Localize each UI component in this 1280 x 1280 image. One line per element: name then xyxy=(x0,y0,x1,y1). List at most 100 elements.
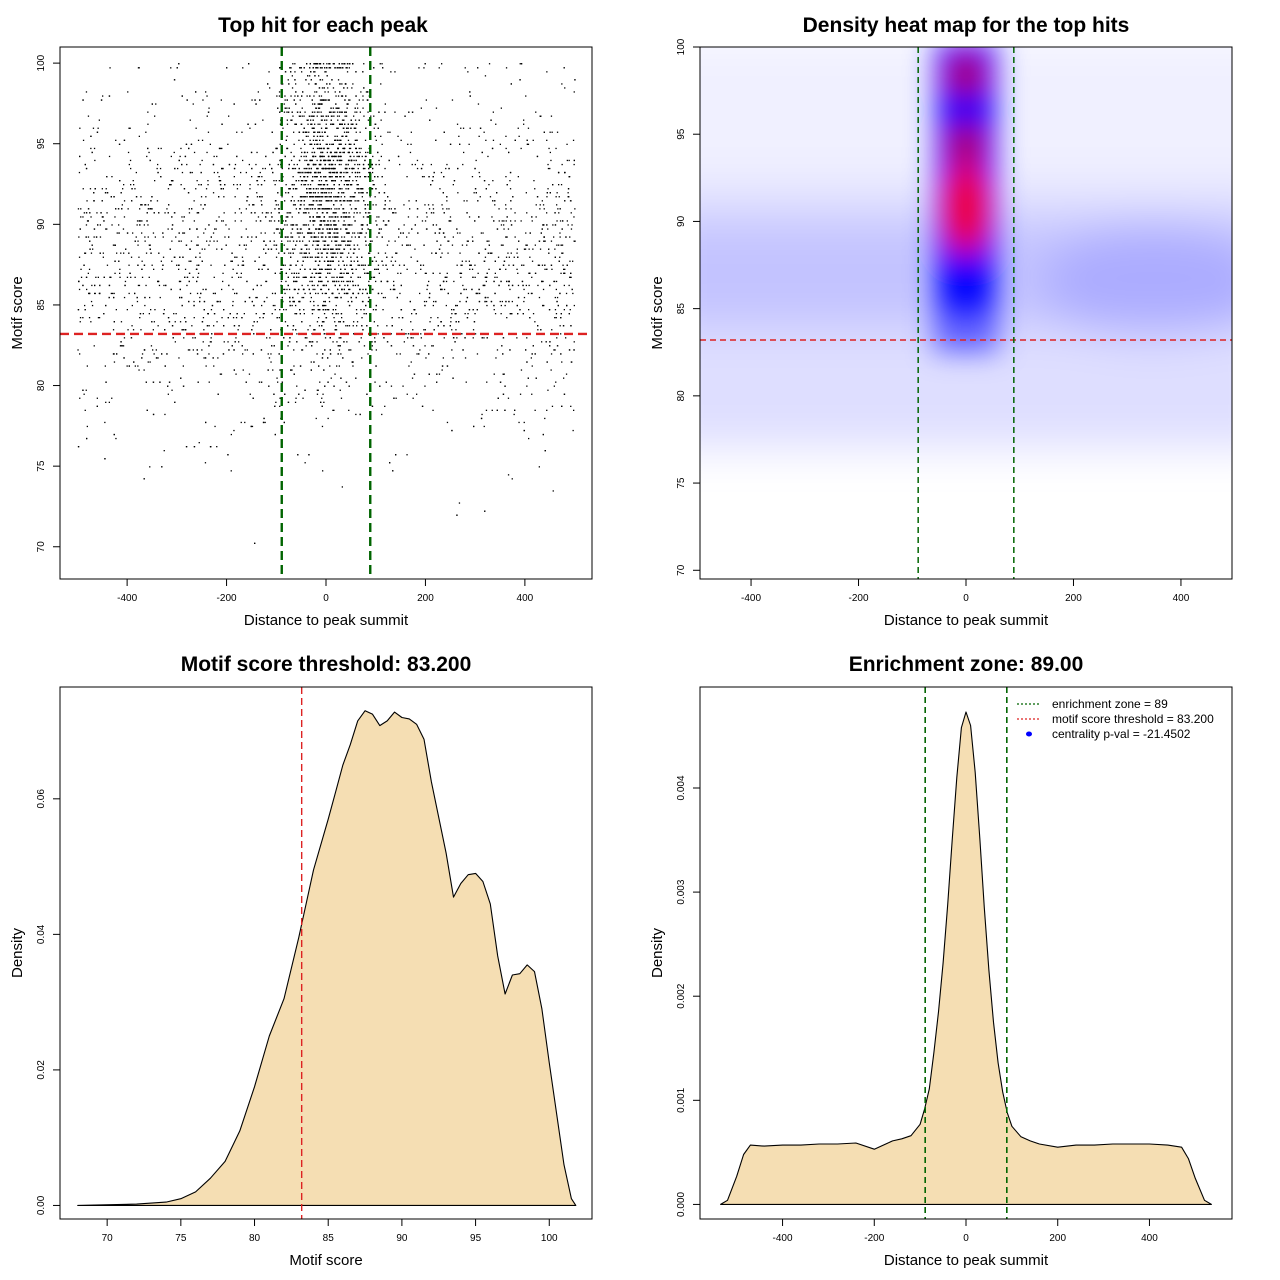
scatter-point xyxy=(371,341,373,343)
scatter-point xyxy=(338,248,341,250)
scatter-point xyxy=(118,143,121,145)
scatter-point xyxy=(480,232,482,234)
scatter-point xyxy=(309,280,311,283)
scatter-point xyxy=(195,91,197,93)
scatter-point xyxy=(389,131,391,133)
scatter-point xyxy=(499,300,501,303)
scatter-point xyxy=(374,135,376,137)
scatter-point xyxy=(283,252,286,254)
scatter-point xyxy=(179,280,182,283)
scatter-point xyxy=(396,252,398,254)
scatter-point xyxy=(550,240,553,242)
scatter-point xyxy=(500,244,503,246)
scatter-point xyxy=(331,256,333,258)
scatter-point xyxy=(188,147,190,150)
scatter-point xyxy=(340,337,342,339)
scatter-point xyxy=(114,216,116,218)
scatter-point xyxy=(252,397,254,399)
scatter-point xyxy=(321,87,324,89)
scatter-point xyxy=(346,167,348,170)
scatter-point xyxy=(208,353,210,355)
scatter-point xyxy=(550,159,552,162)
scatter-point xyxy=(238,244,241,246)
scatter-point xyxy=(460,272,463,274)
scatter-point xyxy=(352,196,354,198)
scatter-point xyxy=(82,317,84,319)
scatter-point xyxy=(430,212,433,214)
scatter-point xyxy=(568,159,570,162)
scatter-point xyxy=(326,224,328,226)
scatter-point xyxy=(332,123,335,125)
scatter-point xyxy=(440,321,442,323)
scatter-point xyxy=(398,228,400,230)
scatter-point xyxy=(536,196,539,198)
scatter-point xyxy=(424,345,426,347)
scatter-point xyxy=(486,240,488,242)
scatter-point xyxy=(368,296,370,299)
scatter-point xyxy=(439,284,441,287)
scatter-point xyxy=(400,284,402,287)
scatter-point xyxy=(573,91,575,93)
scatter-point xyxy=(324,159,326,162)
scatter-point xyxy=(265,252,267,254)
scatter-point xyxy=(245,248,247,250)
scatter-point xyxy=(351,151,354,154)
scatter-point xyxy=(292,115,294,117)
scatter-point xyxy=(275,180,277,182)
scatter-point xyxy=(523,288,525,291)
scatter-point xyxy=(327,115,329,117)
scatter-point xyxy=(339,123,341,125)
scatter-point xyxy=(332,309,334,311)
scatter-point xyxy=(210,309,213,311)
scatter-point xyxy=(291,167,294,170)
scatter-point xyxy=(438,228,441,230)
scatter-point xyxy=(245,208,247,210)
scatter-point xyxy=(343,212,345,214)
scatter-point xyxy=(119,268,121,270)
scatter-point xyxy=(380,83,382,85)
scatter-point xyxy=(91,284,93,287)
scatter-point xyxy=(265,216,267,218)
scatter-point xyxy=(357,188,359,190)
scatter-point xyxy=(313,127,315,129)
scatter-point xyxy=(338,63,340,65)
scatter-point xyxy=(273,240,275,242)
scatter-point xyxy=(320,99,323,101)
scatter-point xyxy=(347,284,349,287)
scatter-point xyxy=(320,196,322,198)
scatter-point xyxy=(414,309,416,311)
scatter-point xyxy=(313,71,315,73)
scatter-point xyxy=(503,228,505,230)
scatter-point xyxy=(115,309,117,311)
scatter-point xyxy=(574,240,576,242)
scatter-point xyxy=(301,95,303,97)
scatter-point xyxy=(433,212,435,214)
scatter-point xyxy=(550,264,553,266)
scatter-point xyxy=(331,188,334,190)
scatter-point xyxy=(301,321,303,323)
scatter-point xyxy=(319,268,321,270)
scatter-point xyxy=(344,143,347,145)
scatter-point xyxy=(289,296,291,299)
scatter-point xyxy=(274,304,276,307)
scatter-point xyxy=(251,236,253,238)
scatter-point xyxy=(235,337,237,339)
scatter-point xyxy=(264,167,266,170)
scatter-point xyxy=(90,300,93,303)
scatter-point xyxy=(114,260,116,262)
scatter-point xyxy=(185,244,188,246)
scatter-point xyxy=(290,159,293,162)
scatter-point xyxy=(417,232,419,234)
scatter-point xyxy=(343,131,346,133)
scatter-point xyxy=(275,401,277,403)
scatter-point xyxy=(286,288,288,291)
scatter-point xyxy=(353,216,355,218)
scatter-point xyxy=(206,240,208,242)
scatter-point xyxy=(352,284,354,287)
scatter-point xyxy=(362,188,364,190)
scatter-point xyxy=(412,345,415,347)
scatter-point xyxy=(320,147,322,150)
scatter-point xyxy=(438,232,441,234)
scatter-point xyxy=(114,272,116,274)
scatter-point xyxy=(212,292,215,295)
